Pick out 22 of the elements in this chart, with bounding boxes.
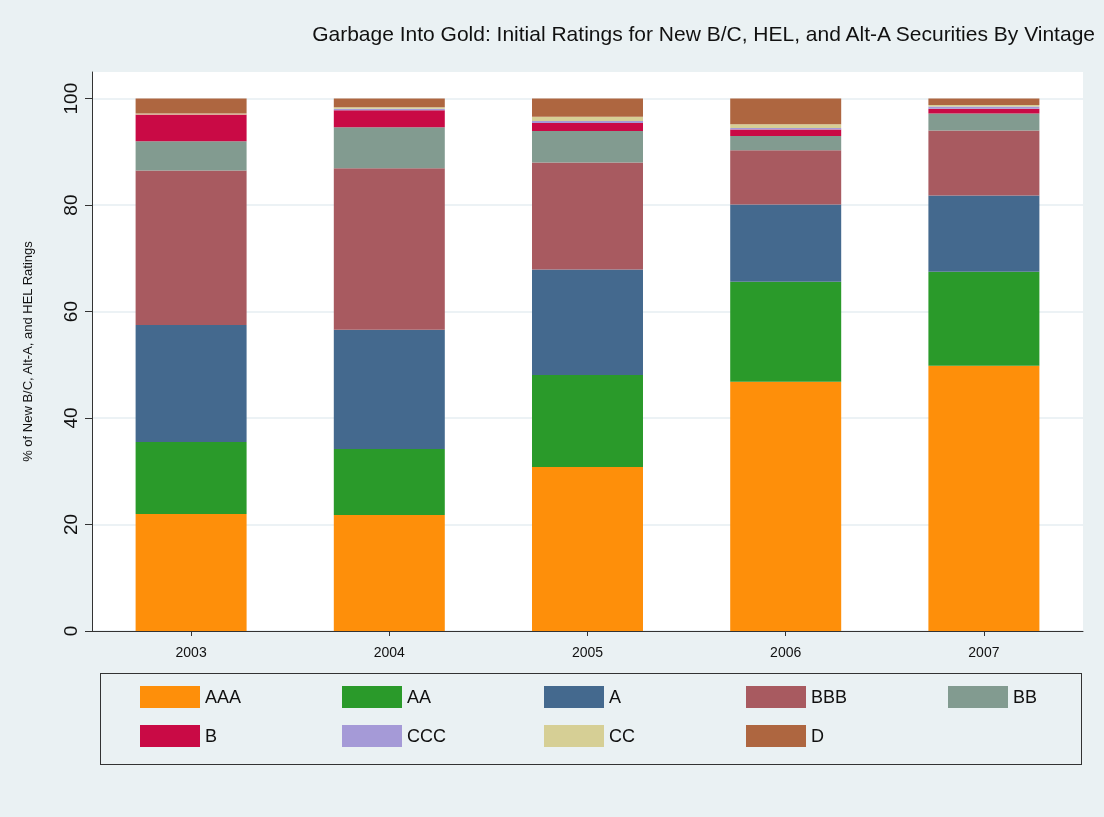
legend-label: AAA (205, 687, 242, 707)
y-tick-label: 20 (60, 513, 81, 536)
y-axis-title: % of New B/C, Alt-A, and HEL Ratings (20, 240, 35, 462)
legend-label: D (811, 726, 824, 746)
x-tick-label: 2007 (968, 644, 1000, 660)
x-tick-label: 2006 (770, 644, 802, 660)
y-tick-label: 60 (60, 301, 81, 323)
y-tick-label: 80 (60, 194, 81, 216)
legend-label: B (205, 726, 218, 746)
y-tick-label: 40 (60, 407, 81, 429)
legend-label: CCC (407, 726, 446, 746)
y-tick-label: 0 (60, 625, 81, 637)
legend-label: BB (1013, 687, 1038, 707)
legend-label: CC (609, 726, 635, 746)
y-tick-label: 100 (60, 82, 81, 115)
x-tick-label: 2004 (373, 644, 406, 660)
x-tick-label: 2003 (175, 644, 207, 660)
x-tick-label: 2005 (571, 644, 604, 660)
legend-label: A (609, 687, 622, 707)
legend-label: AA (407, 687, 432, 707)
chart-title: Garbage Into Gold: Initial Ratings for New B/C, HEL, and Alt-A Securities By Vintage (312, 22, 1095, 45)
legend-label: BBB (811, 687, 848, 707)
